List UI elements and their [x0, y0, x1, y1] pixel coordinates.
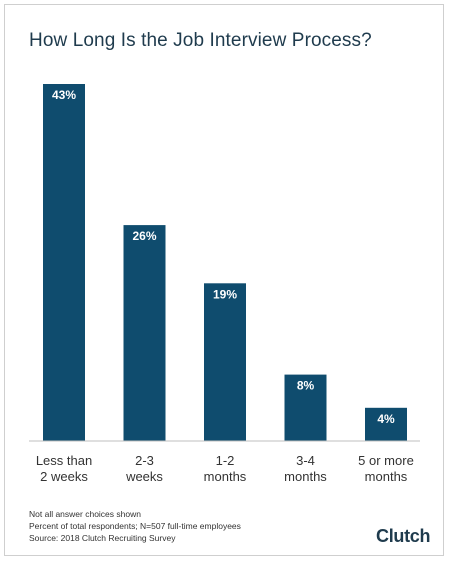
- data-label-0: 43%: [52, 88, 76, 102]
- x-tick-label-0-1: 2 weeks: [40, 469, 88, 484]
- chart-title: How Long Is the Job Interview Process?: [29, 30, 372, 51]
- logo-text: Clutch: [376, 526, 431, 546]
- data-label-4: 4%: [377, 412, 395, 426]
- footnote-2: Percent of total respondents; N=507 full…: [29, 521, 241, 531]
- bar-0: [43, 84, 85, 441]
- bars-group: 43% 26% 19% 8% 4%: [43, 84, 407, 441]
- x-tick-label-4-0: 5 or more: [358, 453, 414, 468]
- bar-3: [284, 374, 327, 441]
- x-tick-label-3-1: months: [284, 469, 327, 484]
- x-tick-label-2-1: months: [204, 469, 247, 484]
- x-tick-label-1-0: 2-3: [135, 453, 154, 468]
- x-tick-label-4-1: months: [365, 469, 408, 484]
- footnote-3: Source: 2018 Clutch Recruiting Survey: [29, 533, 176, 543]
- bar-2: [204, 283, 246, 441]
- data-label-1: 26%: [132, 229, 156, 243]
- clutch-logo: Clutch: [376, 526, 431, 547]
- x-tick-label-2-0: 1-2: [216, 453, 235, 468]
- x-tick-label-0-0: Less than: [36, 453, 92, 468]
- data-label-3: 8%: [297, 379, 315, 393]
- bar-4: [365, 407, 407, 441]
- footnote-1: Not all answer choices shown: [29, 509, 141, 519]
- x-tick-label-1-1: weeks: [125, 469, 163, 484]
- bar-1: [123, 225, 166, 441]
- x-tick-label-3-0: 3-4: [296, 453, 315, 468]
- footnotes: Not all answer choices shown Percent of …: [29, 508, 241, 544]
- data-label-2: 19%: [213, 287, 237, 301]
